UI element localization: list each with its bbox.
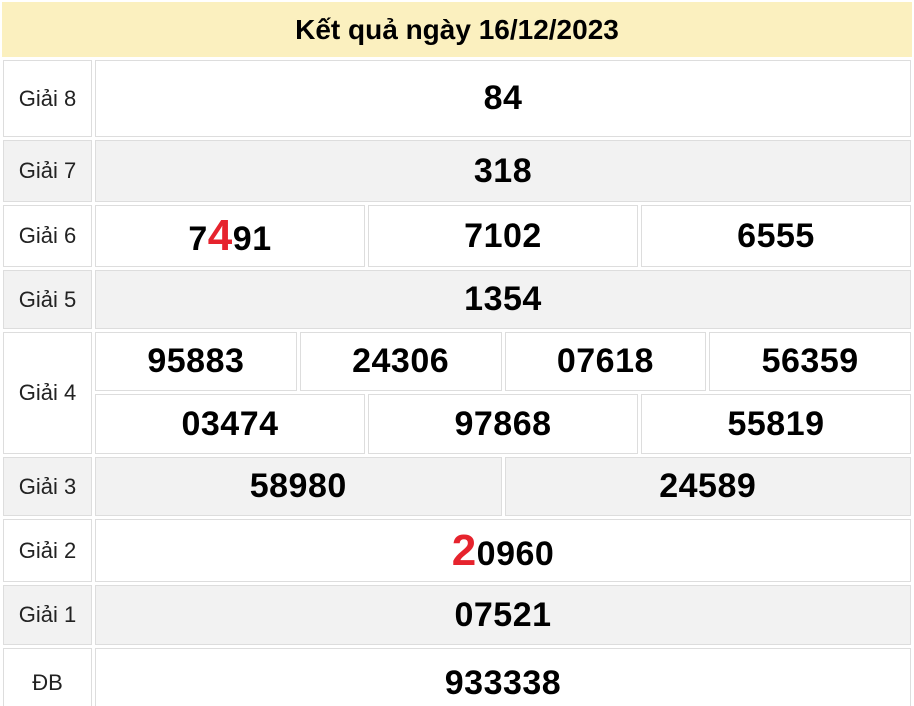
prize-1-label: Giải 1 [3,585,92,645]
prize-6-label: Giải 6 [3,205,92,267]
row-prize-special: ĐB 933338 [3,648,911,706]
prize-6-value-1: 7491 [95,205,365,267]
prize-3-value-2: 24589 [504,457,911,516]
prize-special-label: ĐB [3,648,92,706]
results-table: Giải 8 84 Giải 7 318 Giải 6 7491 7102 65… [0,57,914,706]
prize-6-value-3: 6555 [641,205,911,267]
row-prize-4-line-1: Giải 4 95883 24306 07618 56359 [3,332,911,454]
prize-2-value-rest: 0960 [476,534,555,573]
prize-4-value-4: 56359 [709,332,911,391]
prize-8-value: 84 [95,60,911,137]
prize-special-value: 933338 [95,648,911,706]
row-prize-7: Giải 7 318 [3,140,911,202]
prize-4-value-5: 03474 [95,394,365,454]
prize-6-value-1-post: 91 [232,220,272,258]
prize-5-value: 1354 [95,270,911,329]
row-prize-6: Giải 6 7491 7102 6555 [3,205,911,267]
row-prize-4-line-2: 03474 97868 55819 [3,394,911,454]
prize-4-value-3: 07618 [504,332,707,391]
prize-4-value-2: 24306 [299,332,502,391]
prize-2-label: Giải 2 [3,519,92,582]
row-prize-1: Giải 1 07521 [3,585,911,645]
prize-4-value-1: 95883 [95,332,297,391]
prize-3-value-1: 58980 [95,457,502,516]
row-prize-8: Giải 8 84 [3,60,911,137]
prize-4-value-7: 55819 [641,394,911,454]
prize-4-label: Giải 4 [3,332,92,454]
prize-6-value-1-highlight: 4 [207,211,233,260]
row-prize-3: Giải 3 58980 24589 [3,457,911,516]
page-title: Kết quả ngày 16/12/2023 [2,2,912,57]
prize-2-value-highlight: 2 [451,525,477,575]
prize-7-label: Giải 7 [3,140,92,202]
prize-6-value-1-pre: 7 [188,220,208,258]
prize-3-label: Giải 3 [3,457,92,516]
prize-8-label: Giải 8 [3,60,92,137]
prize-2-value: 20960 [95,519,911,582]
row-prize-2: Giải 2 20960 [3,519,911,582]
prize-6-value-2: 7102 [368,205,638,267]
prize-4-value-6: 97868 [368,394,638,454]
prize-7-value: 318 [95,140,911,202]
prize-1-value: 07521 [95,585,911,645]
row-prize-5: Giải 5 1354 [3,270,911,329]
prize-5-label: Giải 5 [3,270,92,329]
